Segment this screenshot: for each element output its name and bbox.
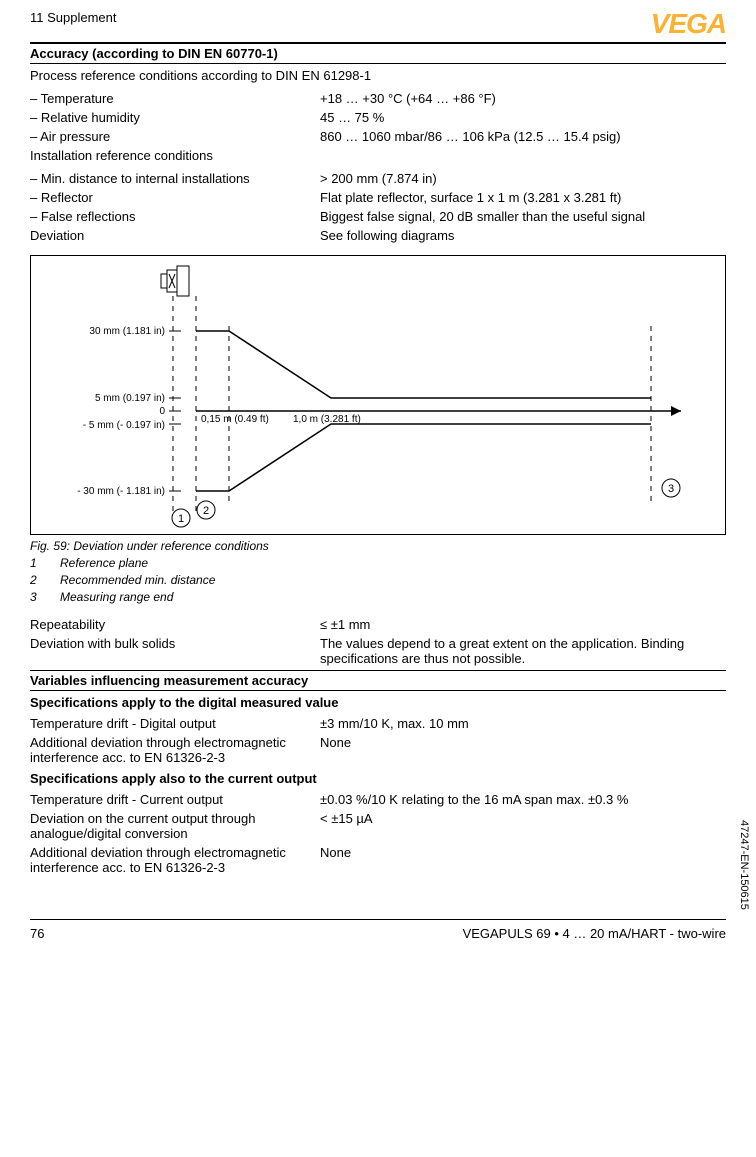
figure-caption: Fig. 59: Deviation under reference condi… xyxy=(30,539,726,553)
ylabel-30: 30 mm (1.181 in) xyxy=(89,326,165,337)
false-refl-label: False reflections xyxy=(30,209,320,224)
deviation-label: Deviation xyxy=(30,228,320,243)
legend-2-text: Recommended min. distance xyxy=(60,572,215,589)
divider xyxy=(30,42,726,44)
marker-3: 3 xyxy=(668,483,674,495)
vega-logo: VEGA xyxy=(651,10,726,38)
tdrift-c-label: Temperature drift - Current output xyxy=(30,792,320,807)
legend-1-text: Reference plane xyxy=(60,555,148,572)
humidity-value: 45 … 75 % xyxy=(320,110,726,125)
variables-title: Variables influencing measurement accura… xyxy=(30,673,726,691)
marker-2: 2 xyxy=(203,505,209,517)
legend-2-num: 2 xyxy=(30,572,60,589)
divider xyxy=(30,670,726,671)
deviation-diagram: 30 mm (1.181 in) 5 mm (0.197 in) 0 - 5 m… xyxy=(30,255,726,535)
em-c-value: None xyxy=(320,845,726,875)
install-ref-title: Installation reference conditions xyxy=(30,148,726,163)
reflector-label: Reflector xyxy=(30,190,320,205)
bulk-label: Deviation with bulk solids xyxy=(30,636,320,666)
dev-c-label: Deviation on the current output through … xyxy=(30,811,320,841)
figure-legend: 1Reference plane 2Recommended min. dista… xyxy=(30,555,726,605)
ylabel-n30: - 30 mm (- 1.181 in) xyxy=(77,486,165,497)
accuracy-title: Accuracy (according to DIN EN 60770-1) xyxy=(30,46,726,64)
marker-1: 1 xyxy=(178,513,184,525)
reflector-value: Flat plate reflector, surface 1 x 1 m (3… xyxy=(320,190,726,205)
bulk-value: The values depend to a great extent on t… xyxy=(320,636,726,666)
dev-c-value: < ±15 µA xyxy=(320,811,726,841)
ylabel-n5: - 5 mm (- 0.197 in) xyxy=(83,420,165,431)
legend-3-text: Measuring range end xyxy=(60,589,173,606)
page-number: 76 xyxy=(30,926,44,941)
temperature-label: Temperature xyxy=(30,91,320,106)
em-c-label: Additional deviation through electromagn… xyxy=(30,845,320,875)
xlabel-1: 1,0 m (3.281 ft) xyxy=(293,414,361,425)
section-header: 11 Supplement xyxy=(30,10,117,25)
repeat-label: Repeatability xyxy=(30,617,320,632)
ylabel-5: 5 mm (0.197 in) xyxy=(95,393,165,404)
tdrift-d-value: ±3 mm/10 K, max. 10 mm xyxy=(320,716,726,731)
em-d-label: Additional deviation through electromagn… xyxy=(30,735,320,765)
pressure-value: 860 … 1060 mbar/86 … 106 kPa (12.5 … 15.… xyxy=(320,129,726,144)
xlabel-015: 0,15 m (0.49 ft) xyxy=(201,414,269,425)
humidity-label: Relative humidity xyxy=(30,110,320,125)
document-code: 47247-EN-150615 xyxy=(738,820,750,910)
legend-1-num: 1 xyxy=(30,555,60,572)
min-dist-value: > 200 mm (7.874 in) xyxy=(320,171,726,186)
min-dist-label: Min. distance to internal installations xyxy=(30,171,320,186)
temperature-value: +18 … +30 °C (+64 … +86 °F) xyxy=(320,91,726,106)
spec-current-subtitle: Specifications apply also to the current… xyxy=(30,771,726,786)
tdrift-c-value: ±0.03 %/10 K relating to the 16 mA span … xyxy=(320,792,726,807)
process-ref-title: Process reference conditions according t… xyxy=(30,68,726,83)
deviation-value: See following diagrams xyxy=(320,228,726,243)
product-footer: VEGAPULS 69 • 4 … 20 mA/HART - two-wire xyxy=(463,926,726,941)
repeat-value: ≤ ±1 mm xyxy=(320,617,726,632)
false-refl-value: Biggest false signal, 20 dB smaller than… xyxy=(320,209,726,224)
pressure-label: Air pressure xyxy=(30,129,320,144)
ylabel-0: 0 xyxy=(159,406,165,417)
spec-digital-subtitle: Specifications apply to the digital meas… xyxy=(30,695,726,710)
legend-3-num: 3 xyxy=(30,589,60,606)
tdrift-d-label: Temperature drift - Digital output xyxy=(30,716,320,731)
em-d-value: None xyxy=(320,735,726,765)
